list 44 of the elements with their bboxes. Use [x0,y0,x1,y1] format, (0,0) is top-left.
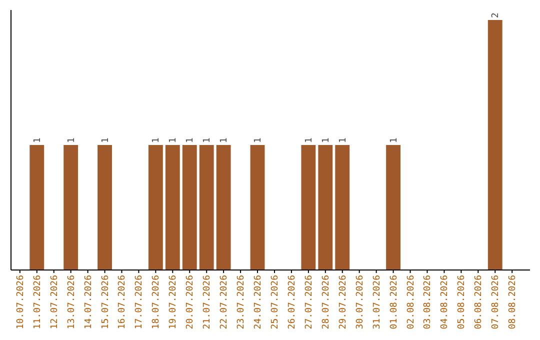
data-label: 1 [152,138,162,143]
x-tick-label: 18.07.2026 [152,275,162,330]
x-tick-label: 08.08.2026 [508,275,518,330]
x-tick-label: 20.07.2026 [186,275,196,330]
x-tick-label: 16.07.2026 [118,275,128,330]
x-tick-label: 10.07.2026 [16,275,26,330]
data-label: 2 [491,12,502,18]
x-tick-label: 25.07.2026 [270,275,280,330]
x-tick-label: 06.08.2026 [474,275,484,330]
x-tick-label: 30.07.2026 [355,275,366,330]
x-tick-label: 27.07.2026 [304,275,314,330]
data-label: 1 [32,138,43,143]
x-tick-label: 17.07.2026 [134,275,145,330]
x-tick-label: 21.07.2026 [202,275,213,330]
x-tick-label: 04.08.2026 [440,275,450,330]
x-tick-label: 03.08.2026 [423,275,434,330]
x-tick-label: 31.07.2026 [372,275,382,330]
x-tick-label: 23.07.2026 [236,275,247,330]
x-tick-label: 12.07.2026 [50,275,60,330]
x-tick-label: 29.07.2026 [338,275,348,330]
data-label: 1 [100,138,111,143]
data-label: 1 [304,138,314,143]
data-label: 1 [338,138,348,143]
data-label: 1 [254,138,264,143]
data-label: 1 [186,138,196,143]
x-tick-label: 14.07.2026 [84,275,94,330]
x-tick-label: 07.08.2026 [491,275,502,330]
x-tick-label: 02.08.2026 [406,275,416,330]
x-tick-label: 15.07.2026 [100,275,111,330]
data-label: 1 [202,138,213,143]
data-label: 1 [66,138,77,143]
x-tick-label: 13.07.2026 [66,275,77,330]
x-tick-label: 05.08.2026 [457,275,468,330]
x-tick-label: 24.07.2026 [254,275,264,330]
data-label: 1 [168,138,179,143]
x-tick-label: 28.07.2026 [321,275,332,330]
data-label: 1 [220,138,230,143]
data-label: 1 [321,138,332,143]
x-tick-label: 01.08.2026 [389,275,400,330]
x-tick-label: 11.07.2026 [32,275,43,330]
x-tick-label: 26.07.2026 [287,275,298,330]
data-label: 1 [389,138,400,143]
x-tick-label: 19.07.2026 [168,275,179,330]
x-tick-label: 22.07.2026 [220,275,230,330]
